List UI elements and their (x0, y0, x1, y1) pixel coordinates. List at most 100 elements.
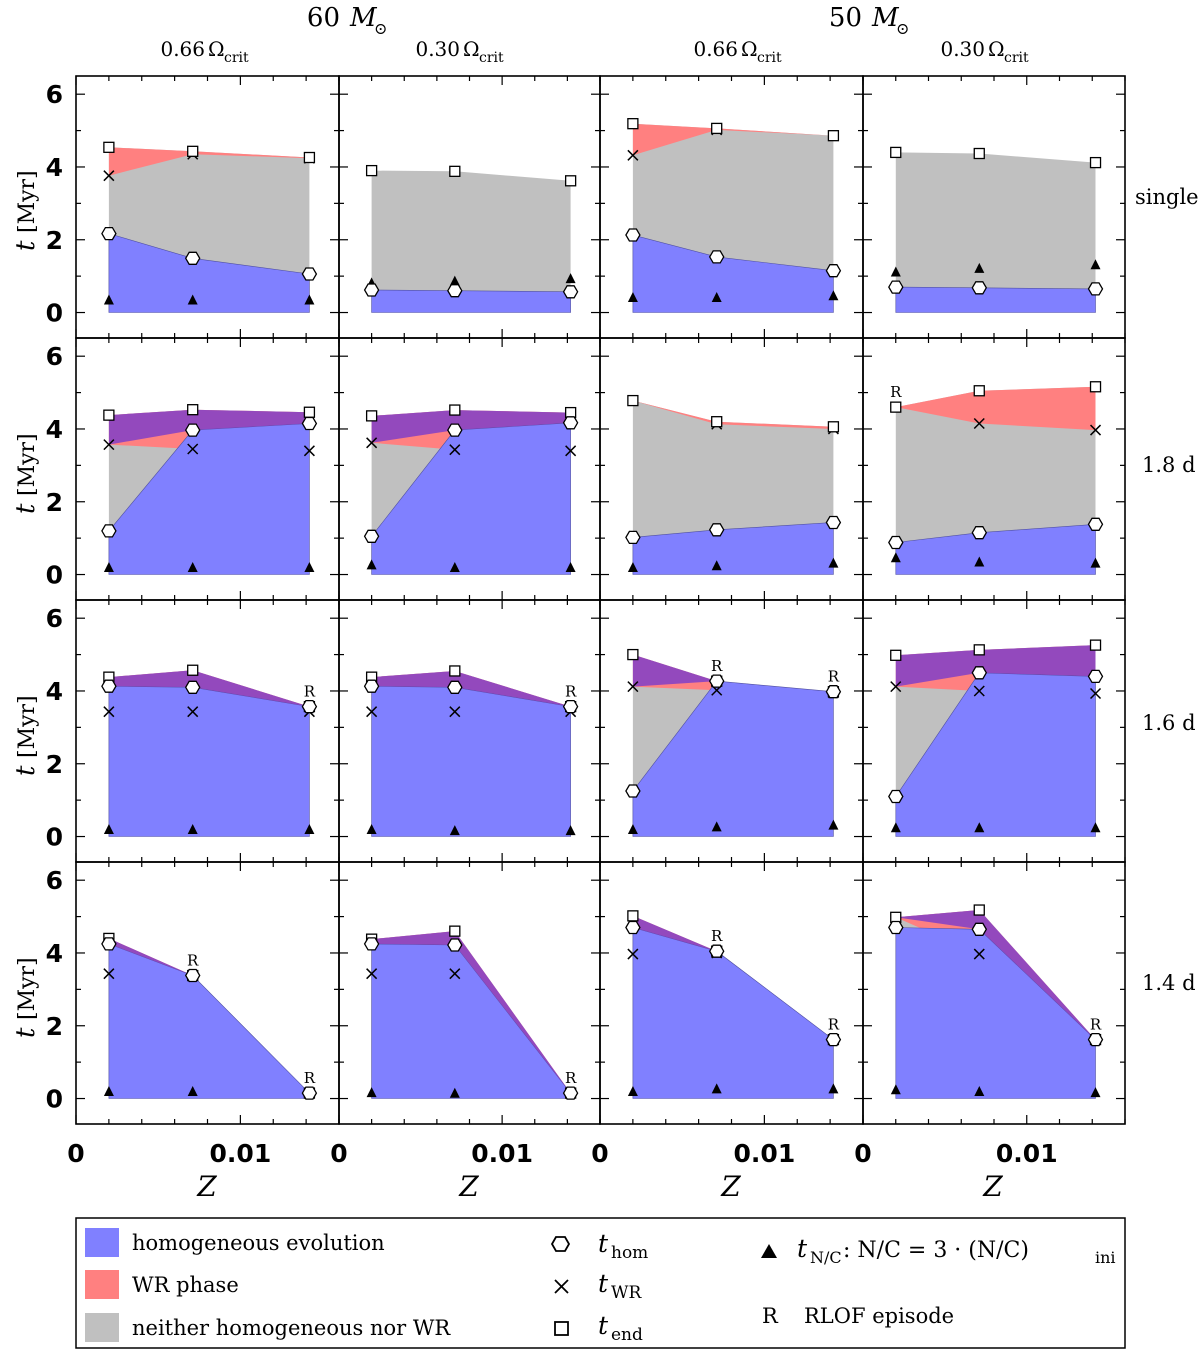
marker-wr (890, 681, 902, 693)
marker-wr (103, 170, 115, 182)
area-overlap (371, 410, 571, 443)
marker-hom (447, 284, 463, 298)
marker-hom (184, 251, 201, 265)
panel-r2-c2 (338, 337, 601, 601)
marker-wr-stroke (1089, 687, 1102, 700)
marker-rlof: R (304, 1069, 316, 1087)
omega-subscript: crit (479, 50, 504, 66)
area-hom (895, 927, 1096, 1099)
area-wr (108, 147, 310, 176)
legend-twr-var: t (598, 1269, 609, 1298)
area-overlap (632, 915, 834, 1040)
area-hom (371, 289, 571, 313)
marker-end (827, 130, 840, 142)
marker-wr (449, 706, 461, 718)
marker-end (711, 122, 723, 135)
marker-wr (187, 443, 199, 455)
marker-wr (627, 681, 639, 693)
legend-swatch-hom (85, 1228, 119, 1257)
marker-wr (1089, 424, 1102, 436)
legend-tend-var: t (598, 1311, 609, 1340)
omega-value: 0.30 (415, 37, 460, 61)
marker-nc (890, 1084, 901, 1095)
marker-nc (103, 824, 114, 834)
marker-end (627, 118, 639, 130)
marker-hom (888, 535, 904, 550)
legend-tnc-sub: N/C (810, 1248, 842, 1267)
panel-r2-c4: R (862, 337, 1126, 601)
marker-hom (184, 423, 201, 437)
marker-end (890, 649, 902, 661)
ylabel-row-2: t [Myr] (11, 433, 41, 514)
marker-end (627, 648, 639, 661)
marker-wr-stroke (103, 968, 115, 980)
area-hom (632, 927, 834, 1099)
marker-wr-stroke (973, 948, 985, 960)
omega-value: 0.66 (160, 37, 205, 61)
mass-value: 60 (307, 3, 340, 33)
y-tick-label: 2 (46, 488, 63, 517)
marker-wr (973, 685, 985, 697)
legend-thom-var: t (598, 1229, 609, 1258)
marker-nc (711, 292, 722, 302)
marker-nc (828, 819, 839, 830)
y-tick-label: 4 (46, 415, 63, 444)
marker-end (973, 904, 985, 916)
marker-wr (103, 968, 115, 980)
marker-hom (971, 922, 988, 936)
marker-end (103, 141, 115, 153)
area-hom (632, 234, 834, 313)
marker-wr-stroke (565, 445, 577, 457)
area-hom (632, 680, 834, 837)
marker-hom (184, 968, 201, 983)
marker-end (449, 404, 461, 416)
y-tick-label: 0 (46, 823, 63, 852)
marker-hom (363, 679, 380, 693)
marker-wr (1089, 687, 1102, 700)
marker-rlof: R (565, 1069, 577, 1087)
marker-nc (828, 557, 839, 568)
marker-rlof: R (890, 383, 902, 401)
marker-nc (890, 552, 901, 563)
marker-nc (1090, 259, 1101, 270)
marker-end (890, 401, 902, 413)
mass-subscript: ⊙ (896, 19, 909, 38)
marker-end (365, 164, 378, 177)
marker-end (890, 146, 902, 159)
marker-nc (449, 562, 460, 572)
legend-marker-tnc (761, 1244, 777, 1258)
marker-nc (627, 562, 638, 572)
marker-hom (101, 524, 117, 538)
marker-end (449, 165, 461, 177)
marker-end (627, 910, 639, 922)
xlabel-col-3: Z (720, 1170, 741, 1203)
legend-frame (75, 1217, 1126, 1349)
marker-nc (974, 822, 985, 833)
y-tick-label: 2 (46, 226, 63, 255)
panel-r3-c2: R (338, 599, 601, 863)
marker-hom (562, 416, 579, 430)
mass-symbol: M (349, 3, 378, 33)
marker-hom (888, 789, 904, 804)
marker-wr (187, 706, 199, 718)
marker-hom (1087, 1032, 1104, 1047)
y-tick-label: 2 (46, 1012, 63, 1041)
column-header-3: 0.66 Ω crit (693, 37, 782, 66)
area-hom (371, 943, 571, 1099)
panel-r1-c1: 0 2 4 6 (46, 75, 340, 339)
xlabel-col-1: Z (196, 1170, 217, 1203)
y-tick-label: 4 (46, 939, 63, 968)
marker-hom (447, 938, 463, 952)
legend-rlof-label: RLOF episode (804, 1304, 954, 1328)
marker-wr (565, 445, 577, 457)
marker-hom (825, 515, 842, 530)
marker-hom (825, 264, 842, 278)
row-label-1-8d: 1.8 d (1142, 453, 1196, 477)
marker-hom (101, 937, 117, 951)
panel-r4-c4: 0 0.01 R (854, 861, 1126, 1168)
marker-nc (103, 294, 114, 305)
panel-r3-c4 (862, 599, 1126, 863)
marker-hom (1087, 282, 1104, 296)
panel-r2-c1: 0 2 4 6 (46, 337, 340, 601)
marker-nc (828, 290, 839, 301)
